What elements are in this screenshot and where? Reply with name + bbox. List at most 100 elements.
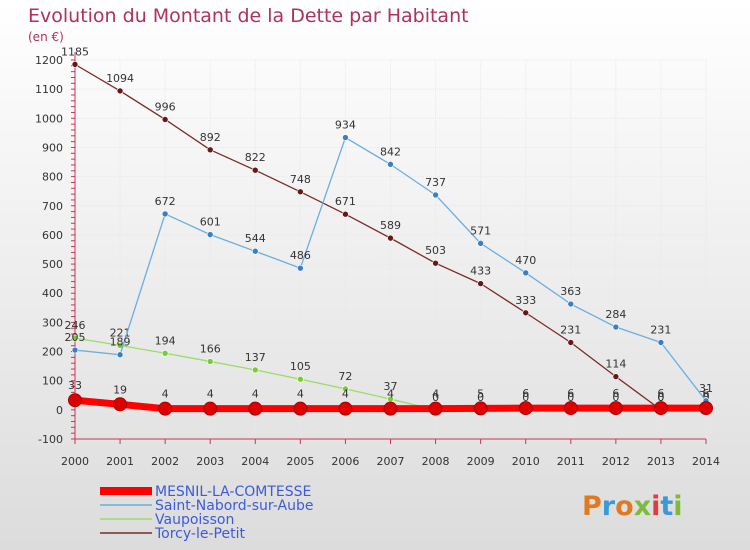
- data-label: 589: [380, 219, 401, 232]
- data-label: 19: [113, 383, 127, 396]
- data-label: 0: [657, 391, 664, 404]
- data-label: 6: [567, 387, 574, 400]
- data-point: [161, 210, 169, 218]
- data-point: [387, 161, 394, 168]
- data-label: 671: [335, 195, 356, 208]
- data-point: [161, 349, 169, 357]
- data-label: 231: [560, 324, 581, 337]
- data-point: [71, 346, 79, 354]
- data-label: 4: [342, 388, 349, 401]
- data-point: [428, 401, 443, 416]
- data-label: 892: [200, 131, 221, 144]
- data-label: 0: [657, 391, 664, 404]
- data-label: 544: [245, 232, 266, 245]
- x-tick-label: 2013: [647, 455, 675, 468]
- data-label: 0: [612, 391, 619, 404]
- data-label: 205: [65, 331, 86, 344]
- data-point: [251, 366, 259, 374]
- data-label: 31: [699, 382, 713, 395]
- brand-letter: t: [660, 491, 673, 522]
- data-label: 194: [155, 334, 176, 347]
- data-point: [383, 401, 398, 416]
- x-tick-label: 2004: [241, 455, 269, 468]
- data-point: [608, 401, 623, 416]
- y-tick-label: 700: [42, 200, 63, 213]
- data-point: [248, 401, 263, 416]
- data-point: [567, 339, 575, 346]
- data-label: 6: [522, 387, 529, 400]
- data-label: 6: [612, 387, 619, 400]
- y-tick-label: 0: [56, 404, 63, 417]
- legend-label: Saint-Nabord-sur-Aube: [155, 498, 313, 514]
- series-torcy-le-petit: 1185109499689282274867158950343333323111…: [61, 45, 710, 414]
- data-point: [71, 61, 79, 68]
- series-saint-nabord-sur-aube: 205 1896726015444869348427375714703632842…: [65, 119, 713, 405]
- data-label: 37: [384, 380, 398, 393]
- legend: MESNIL-LA-COMTESSESaint-Nabord-sur-AubeV…: [100, 484, 313, 542]
- data-label: 284: [605, 308, 626, 321]
- data-point: [342, 385, 349, 393]
- data-label: 0: [703, 391, 710, 404]
- y-tick-label: 300: [42, 316, 63, 329]
- data-point: [206, 231, 214, 238]
- data-label: 4: [207, 388, 214, 401]
- data-point: [342, 210, 349, 218]
- data-label: 842: [380, 145, 401, 158]
- y-tick-label: 500: [42, 258, 63, 271]
- brand-letter: i: [651, 491, 660, 522]
- x-tick-label: 2012: [602, 455, 630, 468]
- x-tick-label: 2006: [331, 455, 359, 468]
- legend-label: MESNIL-LA-COMTESSE: [155, 484, 311, 500]
- data-point: [342, 134, 349, 141]
- brand-letter: r: [602, 491, 616, 522]
- x-tick-label: 2002: [151, 455, 179, 468]
- data-label: 5: [477, 387, 484, 400]
- data-point: [68, 393, 82, 408]
- x-tick-label: 2007: [377, 455, 405, 468]
- data-label: 221: [110, 326, 131, 339]
- brand-text: Proxiti: [582, 491, 683, 522]
- data-point: [657, 339, 665, 346]
- data-point: [612, 323, 620, 331]
- data-label: 189: [110, 336, 131, 349]
- y-tick-label: 1100: [35, 83, 63, 96]
- data-point: [518, 401, 533, 416]
- data-label: 748: [290, 173, 311, 186]
- data-point: [116, 87, 124, 95]
- brand-logo: Proxiti: [582, 491, 683, 522]
- x-tick-label: 2010: [512, 455, 540, 468]
- data-point: [251, 247, 259, 255]
- y-tick-label: 900: [42, 141, 63, 154]
- data-label: 363: [560, 285, 581, 298]
- y-tick-label: 600: [42, 229, 63, 242]
- y-tick-label: 800: [42, 171, 63, 184]
- data-point: [161, 116, 169, 123]
- data-label: 433: [470, 265, 491, 278]
- data-label: 4: [432, 388, 439, 401]
- data-label: 571: [470, 224, 491, 237]
- data-point: [297, 375, 304, 383]
- data-point: [699, 401, 713, 416]
- data-label: 0: [567, 391, 574, 404]
- data-label: 333: [515, 294, 536, 307]
- data-label: 0: [432, 391, 439, 404]
- series-mesnil-la-comtesse: 33 19 4 4 4 4 4 4 4 5 6 6 6 6 6: [68, 379, 713, 416]
- data-label: 0: [703, 391, 710, 404]
- unit-label: (en €): [28, 30, 64, 44]
- data-label: 1185: [61, 45, 89, 58]
- x-tick-label: 2014: [692, 455, 720, 468]
- data-label: 822: [245, 151, 266, 164]
- data-label: 114: [605, 358, 626, 371]
- brand-letter: o: [615, 491, 634, 522]
- data-label: 503: [425, 244, 446, 257]
- data-point: [522, 309, 530, 317]
- data-point: [432, 191, 439, 199]
- data-point: [116, 351, 124, 359]
- data-label: 6: [657, 387, 664, 400]
- data-point: [522, 269, 530, 277]
- data-point: [567, 300, 575, 308]
- data-point: [206, 358, 214, 365]
